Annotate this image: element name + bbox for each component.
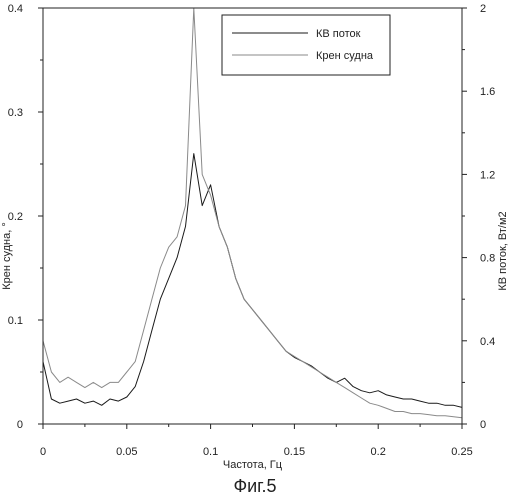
x-tick-label: 0.1 bbox=[203, 446, 218, 458]
x-tick-label: 0.05 bbox=[116, 446, 137, 458]
y-right-tick-label: 1.2 bbox=[480, 169, 495, 181]
y-right-tick-label: 2 bbox=[480, 3, 486, 15]
legend-label-ship-roll: Крен судна bbox=[316, 50, 374, 62]
y-right-axis-title: КВ поток, Вт/м2 bbox=[497, 211, 509, 290]
legend: КВ поток Крен судна bbox=[222, 15, 390, 75]
y-left-tick-label: 0 bbox=[17, 419, 23, 431]
y-left-tick-label: 0.4 bbox=[8, 3, 23, 15]
y-right-tick-label: 0.4 bbox=[480, 336, 495, 348]
legend-box bbox=[222, 15, 390, 75]
y-right-tick-label: 0 bbox=[480, 419, 486, 431]
figure-caption: Фиг.5 bbox=[233, 476, 276, 496]
legend-label-kv-flux: КВ поток bbox=[316, 28, 361, 40]
x-axis-title: Частота, Гц bbox=[223, 459, 283, 471]
x-tick-label: 0.2 bbox=[371, 446, 386, 458]
y-right-tick-label: 0.8 bbox=[480, 253, 495, 265]
x-tick-label: 0.25 bbox=[451, 446, 472, 458]
x-tick-label: 0 bbox=[40, 446, 46, 458]
y-right-tick-label: 1.6 bbox=[480, 86, 495, 98]
y-left-tick-label: 0.2 bbox=[8, 211, 23, 223]
y-left-axis-title: Крен судна, ° bbox=[1, 222, 13, 290]
y-left-tick-label: 0.1 bbox=[8, 315, 23, 327]
y-left-tick-label: 0.3 bbox=[8, 107, 23, 119]
x-tick-label: 0.15 bbox=[284, 446, 305, 458]
